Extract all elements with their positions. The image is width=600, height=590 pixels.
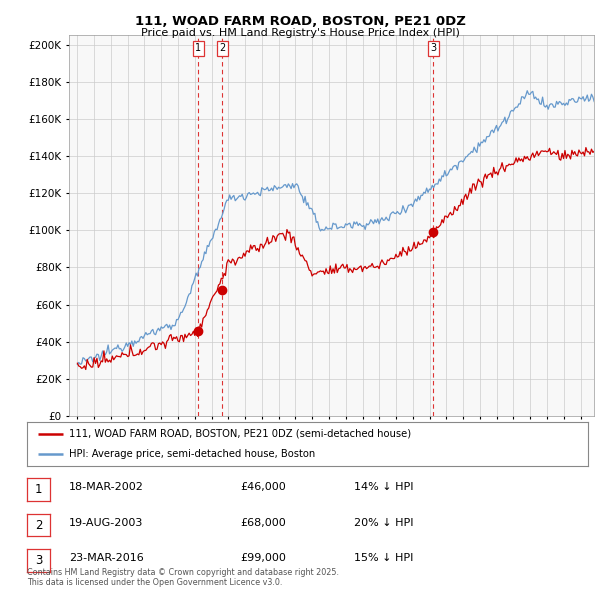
Text: 3: 3 xyxy=(35,554,42,567)
Text: 20% ↓ HPI: 20% ↓ HPI xyxy=(354,517,413,527)
Text: 3: 3 xyxy=(430,44,437,53)
Text: 19-AUG-2003: 19-AUG-2003 xyxy=(69,517,143,527)
Text: 15% ↓ HPI: 15% ↓ HPI xyxy=(354,553,413,563)
Text: 1: 1 xyxy=(35,483,42,496)
Text: 111, WOAD FARM ROAD, BOSTON, PE21 0DZ (semi-detached house): 111, WOAD FARM ROAD, BOSTON, PE21 0DZ (s… xyxy=(69,429,411,439)
Text: 23-MAR-2016: 23-MAR-2016 xyxy=(69,553,144,563)
Text: Contains HM Land Registry data © Crown copyright and database right 2025.
This d: Contains HM Land Registry data © Crown c… xyxy=(27,568,339,587)
Text: 2: 2 xyxy=(219,44,225,53)
Text: £99,000: £99,000 xyxy=(240,553,286,563)
Text: 1: 1 xyxy=(195,44,202,53)
Text: 18-MAR-2002: 18-MAR-2002 xyxy=(69,482,144,492)
Text: £46,000: £46,000 xyxy=(240,482,286,492)
Text: HPI: Average price, semi-detached house, Boston: HPI: Average price, semi-detached house,… xyxy=(69,449,316,459)
Text: £68,000: £68,000 xyxy=(240,517,286,527)
Text: 2: 2 xyxy=(35,519,42,532)
Text: 14% ↓ HPI: 14% ↓ HPI xyxy=(354,482,413,492)
Text: Price paid vs. HM Land Registry's House Price Index (HPI): Price paid vs. HM Land Registry's House … xyxy=(140,28,460,38)
Text: 111, WOAD FARM ROAD, BOSTON, PE21 0DZ: 111, WOAD FARM ROAD, BOSTON, PE21 0DZ xyxy=(134,15,466,28)
